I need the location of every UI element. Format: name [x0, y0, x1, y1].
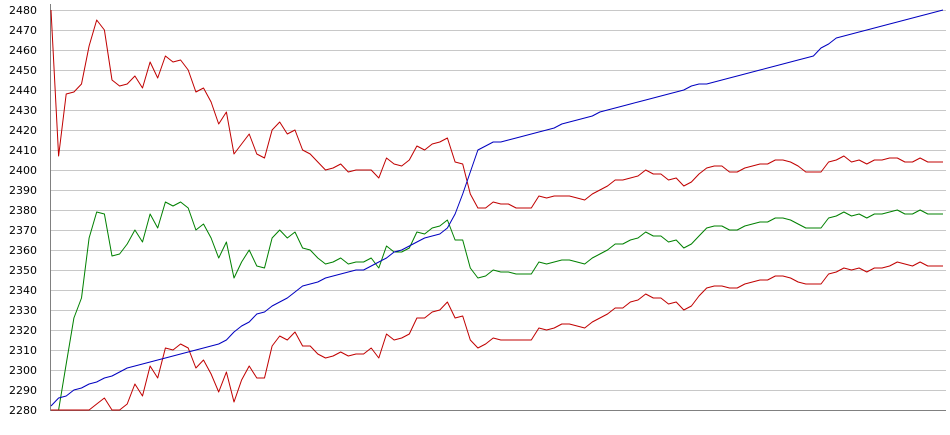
- y-tick-label: 2380: [9, 204, 37, 217]
- y-tick-label: 2350: [9, 264, 37, 277]
- y-tick-label: 2310: [9, 344, 37, 357]
- y-tick-label: 2290: [9, 384, 37, 397]
- series-line-upper-band: [50, 9, 943, 209]
- y-tick-label: 2410: [9, 144, 37, 157]
- y-axis-tick-labels: 2480 2470 2460 2450 2440 2430 2420 2410 2400 2390…: [9, 4, 37, 417]
- series-line-lower-band: [51, 261, 943, 411]
- y-tick-label: 2390: [9, 184, 37, 197]
- y-tick-label: 2320: [9, 324, 37, 337]
- gridlines: [51, 10, 946, 411]
- y-tick-label: 2370: [9, 224, 37, 237]
- y-tick-label: 2280: [9, 404, 37, 417]
- y-tick-label: 2300: [9, 364, 37, 377]
- y-tick-label: 2420: [9, 124, 37, 137]
- y-tick-label: 2360: [9, 244, 37, 257]
- y-tick-label: 2480: [9, 4, 37, 17]
- series-line-rising-line: [50, 9, 944, 407]
- axes: [50, 4, 946, 411]
- y-tick-label: 2460: [9, 44, 37, 57]
- y-tick-label: 2430: [9, 104, 37, 117]
- y-tick-label: 2330: [9, 304, 37, 317]
- y-tick-label: 2400: [9, 164, 37, 177]
- y-tick-label: 2340: [9, 284, 37, 297]
- y-tick-label: 2450: [9, 64, 37, 77]
- series-lines: [50, 9, 944, 411]
- series-line-middle-line: [51, 201, 943, 411]
- y-tick-label: 2440: [9, 84, 37, 97]
- y-tick-label: 2470: [9, 24, 37, 37]
